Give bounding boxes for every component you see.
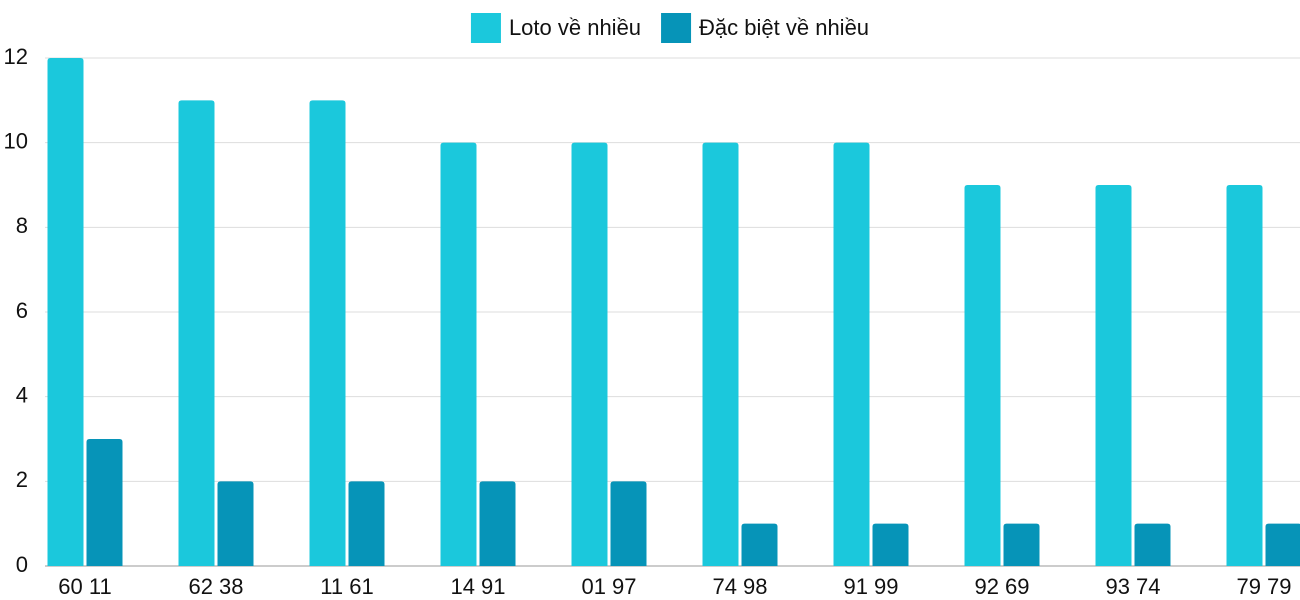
bar [872,523,909,566]
bar [833,142,870,566]
bar [348,481,385,566]
x-tick-label: 79 79 [1236,574,1291,599]
x-tick-label: 93 74 [1105,574,1160,599]
bar [47,58,84,566]
y-tick-label: 6 [16,298,28,323]
legend-swatch [470,13,501,43]
bar [1003,523,1040,566]
bar [479,481,516,566]
x-tick-label: 11 61 [320,574,373,599]
bar [702,142,739,566]
x-tick-label: 60 11 [58,574,111,599]
y-tick-label: 4 [16,382,28,407]
bar [741,523,778,566]
bar [964,185,1001,566]
x-tick-label: 74 98 [712,574,767,599]
bar [1265,523,1300,566]
bar [1226,185,1263,566]
bar [1134,523,1171,566]
bar [217,481,254,566]
x-tick-label: 91 99 [843,574,898,599]
bar [1095,185,1132,566]
x-tick-label: 01 97 [581,574,636,599]
y-tick-label: 8 [16,213,28,238]
bar [86,439,123,566]
y-tick-label: 2 [16,467,28,492]
bar [610,481,647,566]
x-tick-label: 62 38 [188,574,243,599]
legend-label: Đặc biệt về nhiều [699,15,869,40]
y-tick-label: 0 [16,552,28,577]
bar [309,100,346,566]
legend-label: Loto về nhiều [509,15,641,40]
bar [571,142,608,566]
x-tick-label: 92 69 [974,574,1029,599]
bar [440,142,477,566]
bar [178,100,215,566]
y-tick-label: 10 [4,128,28,153]
legend-swatch [661,13,692,43]
x-tick-label: 14 91 [450,574,505,599]
y-tick-label: 12 [4,44,28,69]
